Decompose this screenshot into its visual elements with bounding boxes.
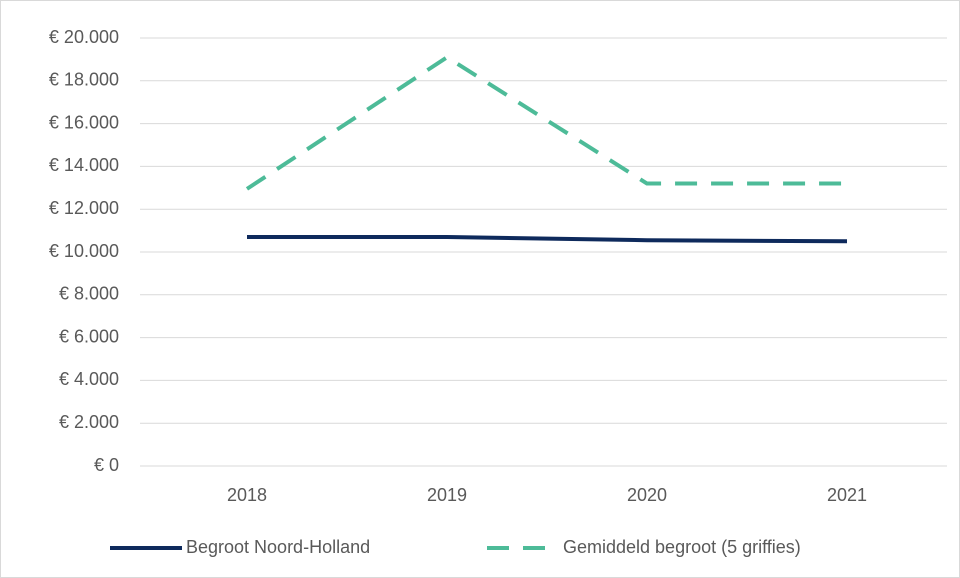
series-line <box>245 55 847 191</box>
y-tick-label: € 6.000 <box>59 326 119 346</box>
legend-label: Gemiddeld begroot (5 griffies) <box>563 537 801 557</box>
y-tick-label: € 18.000 <box>49 70 119 90</box>
legend-label: Begroot Noord-Holland <box>186 537 370 557</box>
y-tick-label: € 10.000 <box>49 241 119 261</box>
x-tick-label: 2019 <box>427 485 467 505</box>
y-tick-label: € 8.000 <box>59 284 119 304</box>
y-tick-label: € 20.000 <box>49 27 119 47</box>
y-tick-label: € 4.000 <box>59 369 119 389</box>
y-tick-label: € 0 <box>94 455 119 475</box>
series-line <box>247 235 848 244</box>
y-tick-label: € 12.000 <box>49 198 119 218</box>
y-tick-label: € 2.000 <box>59 412 119 432</box>
y-tick-label: € 16.000 <box>49 112 119 132</box>
x-tick-label: 2018 <box>227 485 267 505</box>
y-tick-label: € 14.000 <box>49 155 119 175</box>
x-tick-label: 2020 <box>627 485 667 505</box>
x-tick-label: 2021 <box>827 485 867 505</box>
